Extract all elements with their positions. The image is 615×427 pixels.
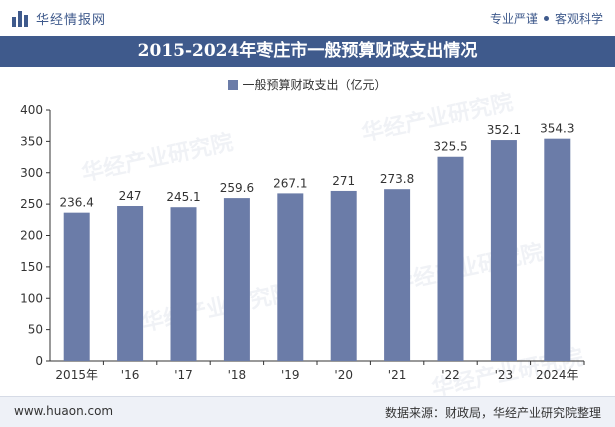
footer-source: 数据来源：财政局，华经产业研究院整理 (384, 406, 601, 420)
top-bar: 华经情报网 专业严谨 客观科学 (0, 0, 615, 36)
x-tick-label: '20 (334, 368, 353, 382)
bar (384, 189, 411, 361)
y-tick-label: 200 (20, 229, 43, 243)
y-tick-label: 300 (20, 166, 43, 180)
data-label: 354.3 (540, 122, 574, 136)
tagline-1: 专业严谨 (489, 12, 538, 26)
y-tick-label: 50 (28, 323, 43, 337)
y-tick-label: 250 (20, 197, 43, 211)
bar (330, 190, 357, 361)
bar-chart: 0 50 100 150 200 250 300 350 400 236.4 2015年 247 '16… (20, 103, 585, 382)
bar (223, 198, 250, 361)
data-label: 267.1 (273, 176, 307, 190)
data-label: 352.1 (487, 123, 521, 137)
data-label: 271 (332, 174, 355, 188)
x-tick-label: '21 (388, 368, 407, 382)
chart-title: 2015-2024年枣庄市一般预算财政支出情况 (137, 41, 478, 61)
y-tick-label: 400 (20, 103, 43, 117)
footer: www.huaon.com 数据来源：财政局，华经产业研究院整理 (0, 396, 615, 427)
bar (490, 140, 517, 361)
bar (170, 207, 197, 361)
title-band: 2015-2024年枣庄市一般预算财政支出情况 (0, 36, 615, 67)
tagline-2: 客观科学 (554, 12, 603, 26)
bar (544, 138, 571, 361)
y-tick-label: 150 (20, 260, 43, 274)
logo: 华经情报网 (12, 9, 106, 28)
legend-swatch (228, 80, 239, 90)
legend-label: 一般预算财政支出（亿元） (242, 78, 387, 92)
data-label: 325.5 (433, 140, 467, 154)
y-tick-label: 0 (35, 354, 43, 368)
y-tick-label: 100 (20, 291, 43, 305)
data-label: 247 (119, 189, 142, 203)
x-tick-label: '23 (495, 368, 514, 382)
x-tick-label: '18 (228, 368, 247, 382)
bar (63, 212, 90, 361)
x-tick-label: '17 (174, 368, 193, 382)
x-tick-label: 2015年 (55, 368, 98, 382)
bar-chart-icon (12, 10, 30, 27)
data-label: 236.4 (60, 196, 94, 210)
x-tick-label: '22 (441, 368, 460, 382)
data-label: 273.8 (380, 172, 414, 186)
footer-website: www.huaon.com (14, 404, 114, 418)
x-tick-label: '19 (281, 368, 300, 382)
x-tick-label: 2024年 (536, 368, 579, 382)
x-tick-label: '16 (121, 368, 140, 382)
dot-icon (543, 16, 549, 21)
bar (277, 193, 304, 361)
tagline: 专业严谨 客观科学 (490, 10, 603, 27)
data-label: 259.6 (220, 181, 254, 195)
logo-text: 华经情报网 (36, 13, 107, 28)
data-label: 245.1 (166, 190, 200, 204)
legend: 一般预算财政支出（亿元） (0, 76, 615, 93)
y-tick-label: 350 (20, 134, 43, 148)
bar (437, 156, 464, 361)
bar (117, 206, 144, 361)
